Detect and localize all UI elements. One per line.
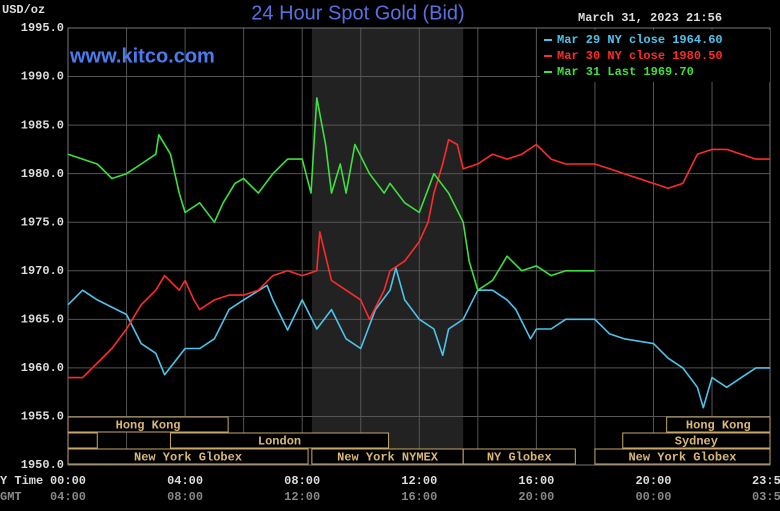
y-tick-label: 1970.0 [21, 264, 64, 278]
x2-tick-label: 03:59 [752, 490, 780, 504]
y-tick-label: 1955.0 [21, 410, 64, 424]
x-tick-label: 00:00 [50, 474, 86, 488]
session-label: NY Globex [487, 451, 552, 465]
chart-title: 24 Hour Spot Gold (Bid) [251, 2, 464, 24]
x-tick-label: 08:00 [284, 474, 320, 488]
session-label: New York Globex [628, 451, 736, 465]
session-label: London [258, 435, 301, 449]
session-bar [666, 416, 771, 433]
y-tick-label: 1960.0 [21, 361, 64, 375]
y-tick-label: 1965.0 [21, 313, 64, 327]
legend-box [540, 30, 770, 82]
series-line [67, 267, 770, 409]
x-tick-label: 23:59 [752, 474, 780, 488]
session-label: Sydney [675, 435, 718, 449]
plot-border [67, 27, 771, 466]
session-bar [169, 432, 390, 449]
session-bar [67, 416, 229, 433]
session-label: Hong Kong [116, 419, 181, 433]
session-label: Hong Kong [686, 419, 751, 433]
x-tick-label: 16:00 [518, 474, 554, 488]
watermark: www.kitco.com [69, 45, 215, 67]
shaded-region [311, 28, 464, 465]
session-bar [462, 448, 576, 465]
x2-tick-label: 12:00 [284, 490, 320, 504]
y-tick-label: 1990.0 [21, 70, 64, 84]
x2-tick-label: 16:00 [401, 490, 437, 504]
y-tick-label: 1985.0 [21, 118, 64, 132]
legend-entry: Mar 29 NY close 1964.60 [557, 33, 723, 47]
session-label: New York Globex [134, 451, 242, 465]
legend-entry: Mar 31 Last 1969.70 [557, 65, 694, 79]
session-bar [622, 432, 771, 449]
x2-tick-label: 08:00 [167, 490, 203, 504]
legend-entry: Mar 30 NY close 1980.50 [557, 49, 723, 63]
session-label: New York NYMEX [337, 451, 439, 465]
session-bar [67, 432, 98, 449]
session-bar [594, 448, 771, 465]
x-axis-label: Y Time [0, 474, 43, 488]
y-tick-label: 1980.0 [21, 167, 64, 181]
x2-tick-label: 20:00 [518, 490, 554, 504]
timestamp: March 31, 2023 21:56 [578, 11, 722, 25]
series-line [68, 138, 770, 379]
x2-tick-label: 04:00 [50, 490, 86, 504]
series-line [67, 97, 595, 291]
x2-axis-label: GMT [0, 490, 22, 504]
session-bar [67, 448, 309, 465]
y-axis-label: USD/oz [2, 3, 45, 17]
x-tick-label: 20:00 [635, 474, 671, 488]
y-tick-label: 1995.0 [21, 21, 64, 35]
x-tick-label: 04:00 [167, 474, 203, 488]
y-tick-label: 1950.0 [21, 458, 64, 472]
y-tick-label: 1975.0 [21, 215, 64, 229]
x-tick-label: 12:00 [401, 474, 437, 488]
x2-tick-label: 00:00 [635, 490, 671, 504]
